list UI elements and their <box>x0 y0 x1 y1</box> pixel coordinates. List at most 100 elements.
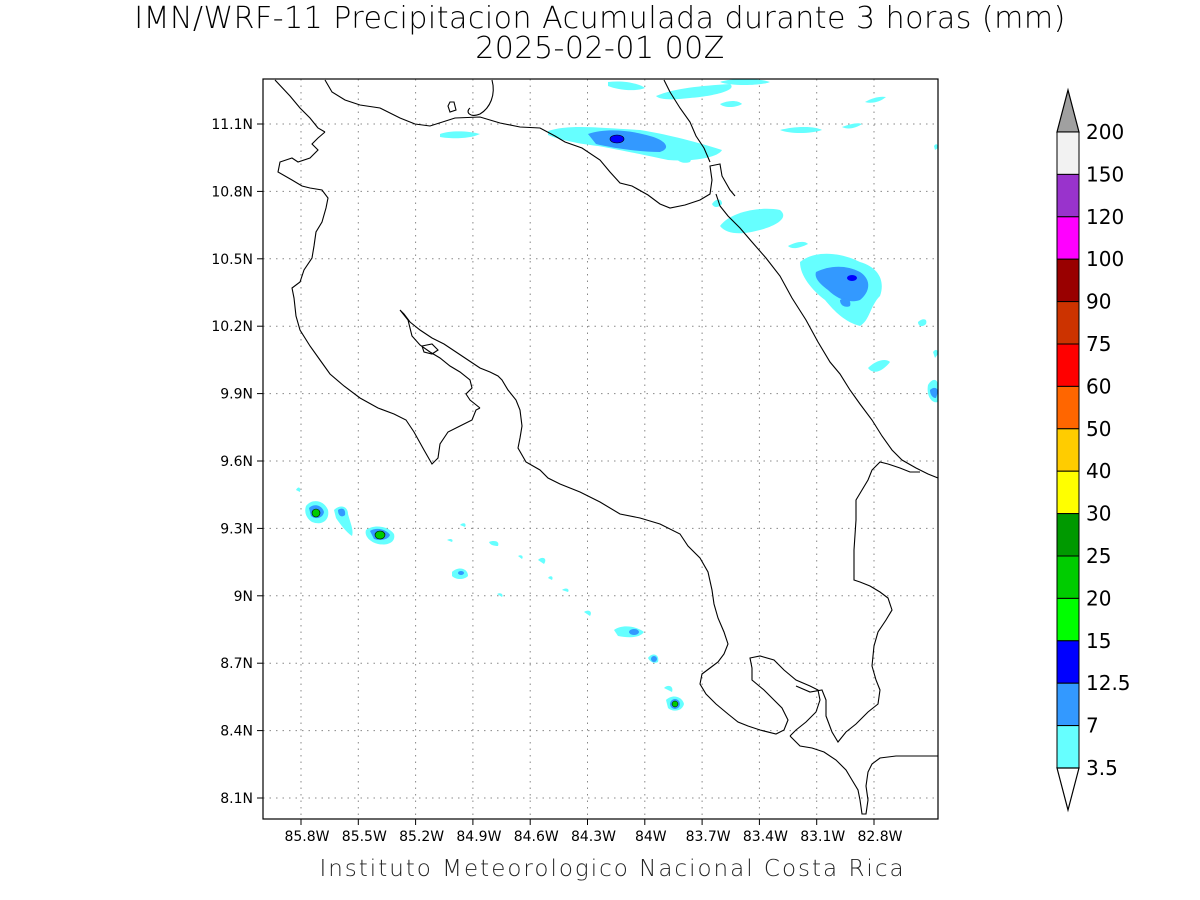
colorbar-bin <box>1056 555 1080 599</box>
colorbar-bin <box>1056 640 1080 684</box>
precip-core <box>671 700 679 708</box>
colorbar-bin <box>1056 385 1080 430</box>
precip-core <box>651 656 657 662</box>
lon-tick-label: 82.8W <box>857 829 902 845</box>
lat-tick-label: 8.7N <box>220 656 253 672</box>
lon-tick-label: 84.3W <box>571 829 616 845</box>
colorbar-level-label: 50 <box>1086 417 1111 441</box>
precip-patch <box>918 319 927 327</box>
lon-tick-label: 83.1W <box>800 829 845 845</box>
nicoya-gulf-coast <box>399 309 821 737</box>
precip-patch <box>584 610 591 616</box>
precip-patch <box>489 541 499 546</box>
precip-patch <box>447 538 453 542</box>
caribbean-coast <box>715 193 939 479</box>
precip-patch <box>720 79 770 85</box>
precip-patch <box>788 241 808 249</box>
colorbar-bin <box>1056 428 1080 472</box>
colorbar-level-label: 3.5 <box>1086 756 1118 780</box>
precip-patch <box>614 626 644 638</box>
precip-patch <box>933 349 938 358</box>
lat-tick-label: 9N <box>234 589 253 605</box>
colorbar-bin <box>1056 216 1080 260</box>
lat-tick-label: 10.2N <box>211 319 253 335</box>
lat-tick-label: 8.1N <box>220 791 253 807</box>
precip-core <box>609 134 625 144</box>
colorbar-level-label: 200 <box>1086 120 1124 144</box>
panama-border <box>789 735 938 815</box>
precip-patch <box>338 508 346 517</box>
golfo-dulce-east <box>795 461 920 743</box>
map-frame <box>262 78 939 820</box>
lon-tick-label: 85.8W <box>284 829 329 845</box>
colorbar-level-label: 7 <box>1086 714 1099 738</box>
colorbar-level-label: 75 <box>1086 332 1111 356</box>
colorbar-level-label: 90 <box>1086 290 1111 314</box>
colorbar-level-label: 60 <box>1086 374 1111 398</box>
precip-patch <box>934 144 938 150</box>
coastlines <box>274 79 939 815</box>
lon-tick-label: 85.5W <box>342 829 387 845</box>
colorbar-bin <box>1056 301 1080 345</box>
lon-tick-label: 83.4W <box>743 829 788 845</box>
precip-patch <box>562 588 569 592</box>
precip-patch <box>842 123 862 129</box>
map-grid <box>263 79 938 819</box>
lon-tick-label: 83.7W <box>686 829 731 845</box>
precip-patch <box>930 387 938 398</box>
colorbar-bin <box>1056 131 1080 175</box>
precip-patch <box>460 523 466 527</box>
precip-patch <box>780 127 822 133</box>
colorbar-level-label: 30 <box>1086 502 1111 526</box>
colorbar-level-label: 100 <box>1086 247 1124 271</box>
colorbar-level-label: 150 <box>1086 162 1124 186</box>
precip-patch <box>865 96 886 103</box>
pacific-coast-guanacaste <box>277 131 481 465</box>
precip-patch <box>548 576 553 580</box>
colorbar-bin <box>1056 343 1080 387</box>
precip-core <box>629 629 639 635</box>
precip-patch <box>840 298 851 307</box>
nicaragua-costa-rica-border <box>324 79 736 209</box>
colorbar-over-triangle <box>1056 87 1080 133</box>
precip-patch <box>497 593 503 597</box>
precip-core <box>458 571 464 575</box>
lat-tick-label: 9.9N <box>220 387 253 403</box>
lat-tick-label: 11.1N <box>211 117 253 133</box>
colorbar-bin <box>1056 173 1080 218</box>
colorbar-level-label: 20 <box>1086 586 1111 610</box>
colorbar-level-label: 120 <box>1086 205 1124 229</box>
map-title: IMN/WRF-11 Precipitacion Acumulada duran… <box>134 1 1066 36</box>
precip-patch <box>296 487 301 492</box>
isla-coco-marker <box>447 101 457 113</box>
precip-patch <box>720 208 784 234</box>
precip-core <box>311 508 321 518</box>
precip-core <box>374 530 386 540</box>
nicaragua-caribbean-coast <box>663 79 711 163</box>
precip-core <box>847 275 857 281</box>
precip-patch <box>676 155 691 163</box>
colorbar-bin <box>1056 258 1080 303</box>
precip-patch <box>538 557 546 564</box>
precip-patch <box>720 101 742 107</box>
precipitation-field <box>296 79 938 711</box>
lon-tick-label: 85.2W <box>399 829 444 845</box>
precip-patch <box>334 506 353 536</box>
colorbar-level-label: 40 <box>1086 459 1111 483</box>
precip-patch <box>440 131 480 139</box>
colorbar-bin <box>1056 725 1080 769</box>
precip-patch <box>664 685 673 692</box>
colorbar-level-label: 25 <box>1086 544 1111 568</box>
lat-tick-label: 9.3N <box>220 521 253 537</box>
nicaragua-pacific-coast <box>274 79 326 133</box>
lat-tick-label: 8.4N <box>220 724 253 740</box>
lat-tick-label: 10.5N <box>211 252 253 268</box>
colorbar-bin <box>1056 682 1080 727</box>
chira-island <box>421 343 439 355</box>
map-datetime: 2025-02-01 00Z <box>475 31 725 66</box>
precip-patch <box>815 266 869 302</box>
colorbar-bin <box>1056 470 1080 515</box>
colorbar-bin <box>1056 513 1080 557</box>
lat-tick-label: 10.8N <box>211 184 253 200</box>
